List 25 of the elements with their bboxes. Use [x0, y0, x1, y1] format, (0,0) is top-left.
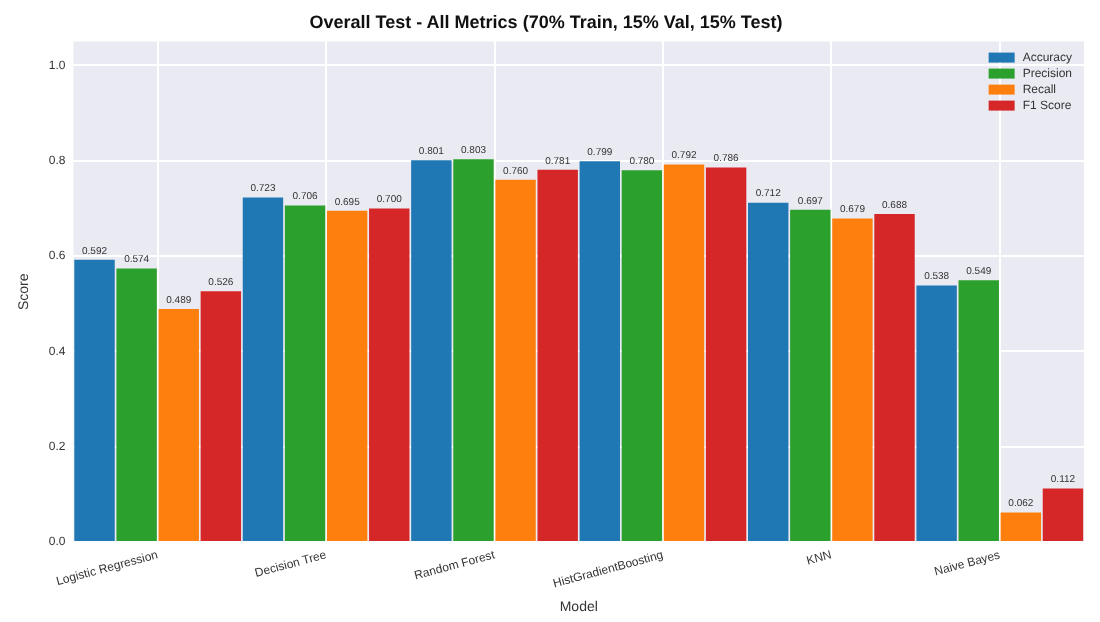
bar [116, 268, 157, 541]
bar [537, 169, 578, 541]
bar [832, 218, 873, 541]
bar [411, 160, 452, 541]
bar [242, 197, 284, 541]
bar [916, 285, 957, 541]
bar [74, 259, 115, 541]
bar [705, 167, 747, 541]
chart-title: Overall Test - All Metrics (70% Train, 15% Val, 15% Test) [309, 11, 783, 32]
bar [790, 209, 831, 541]
bar [1042, 488, 1084, 541]
bar [158, 308, 199, 541]
bar [621, 170, 663, 541]
bar [579, 161, 620, 541]
bar [369, 208, 410, 541]
bar [326, 210, 368, 541]
bar [663, 164, 705, 541]
bar [453, 159, 494, 541]
bar [874, 214, 915, 541]
bar [748, 202, 789, 541]
bar [284, 205, 326, 541]
bar [1000, 512, 1042, 541]
bar [200, 291, 242, 541]
bar [495, 179, 536, 541]
bar [958, 280, 999, 541]
